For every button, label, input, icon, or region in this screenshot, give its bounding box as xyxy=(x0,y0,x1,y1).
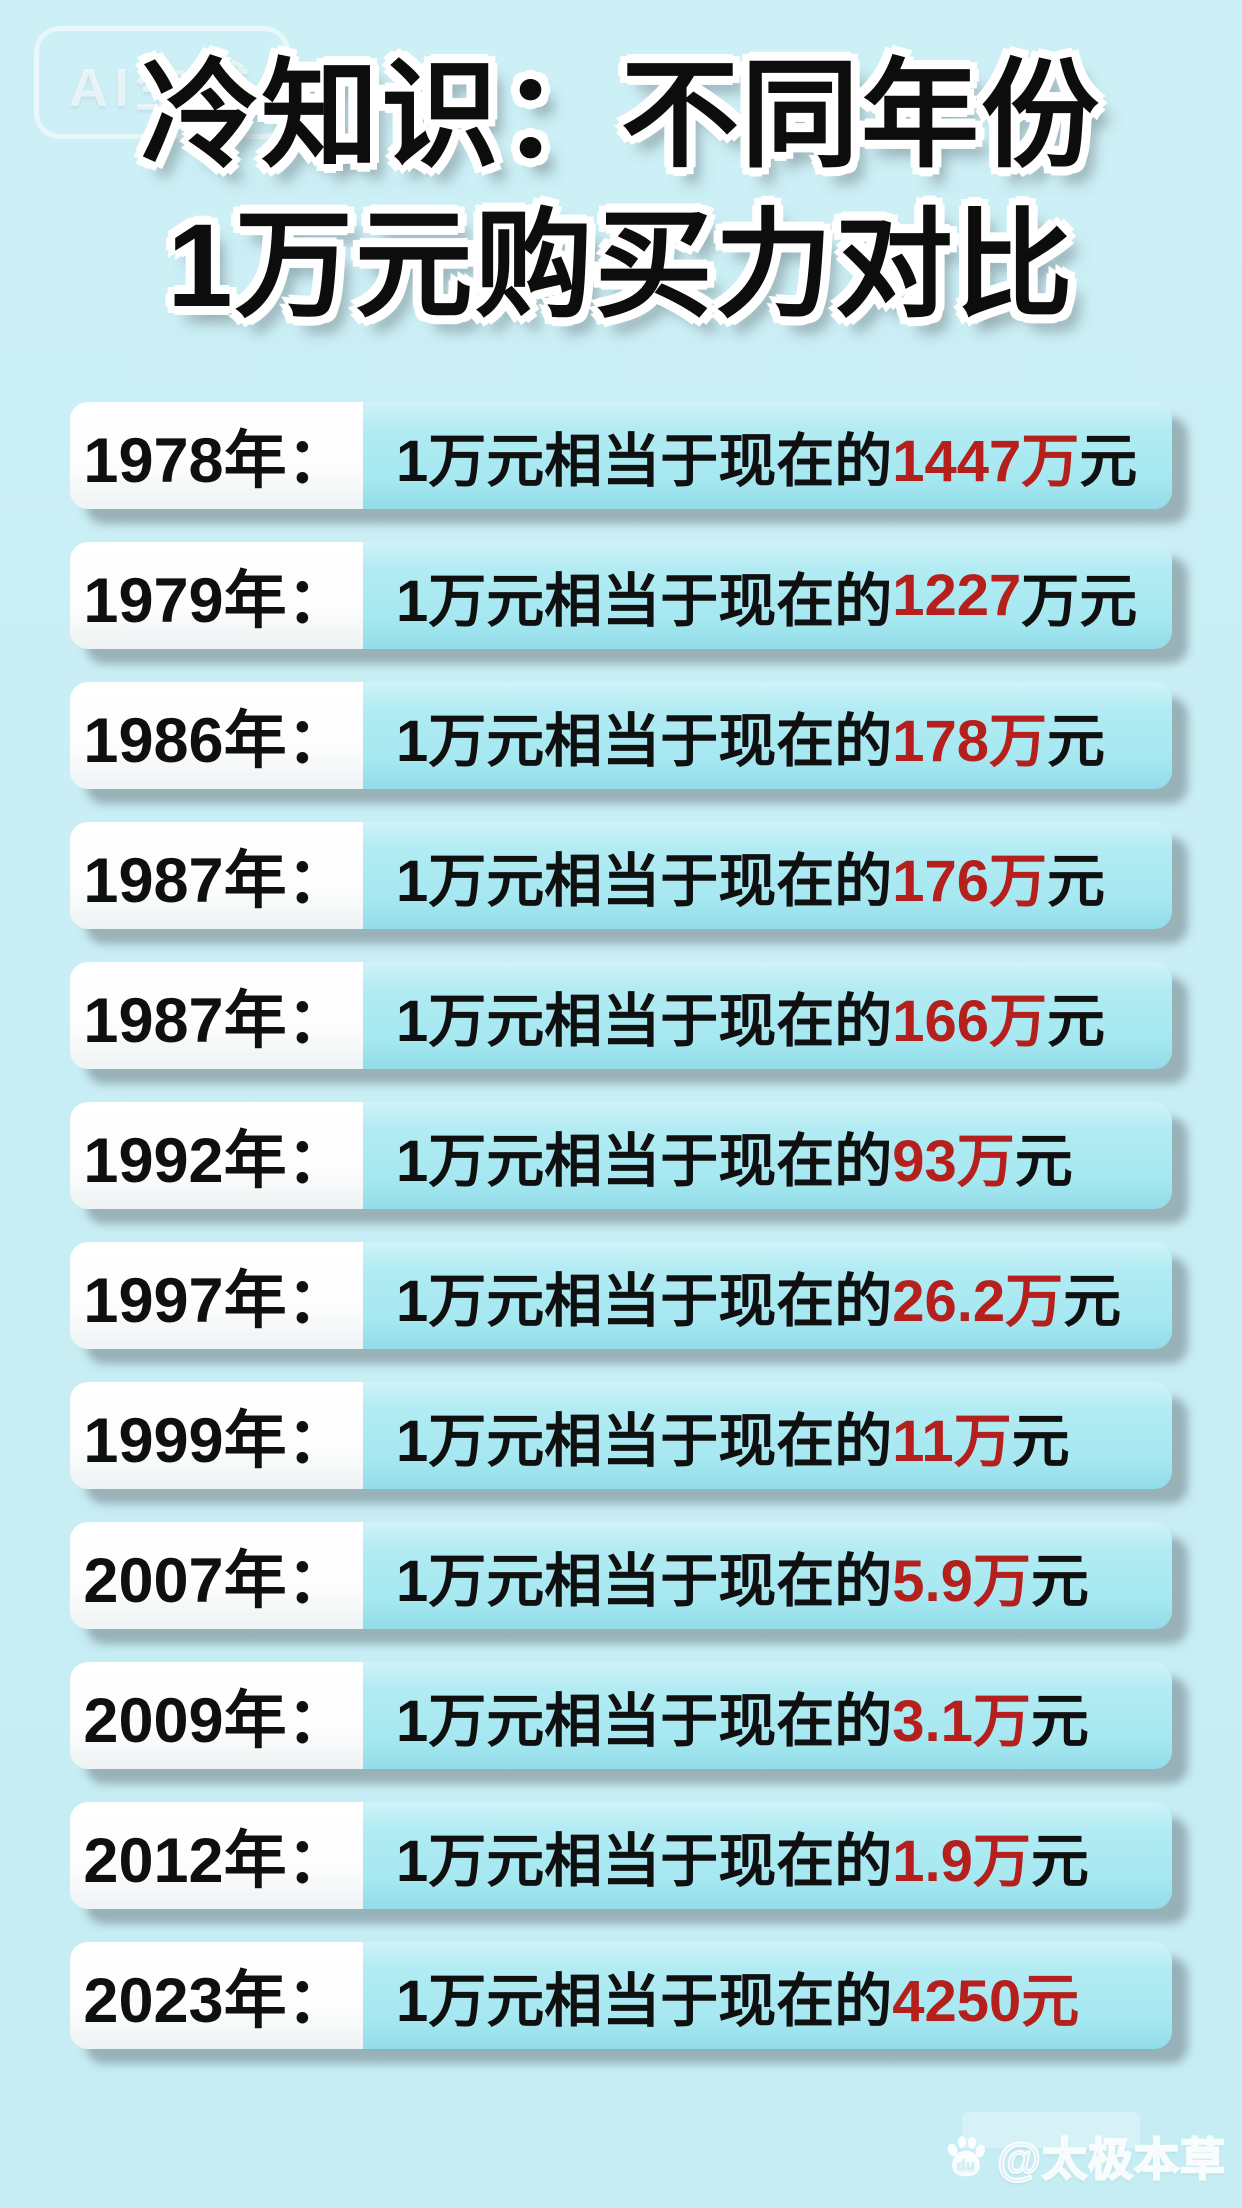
watermark-handle: @太极本草 xyxy=(996,2133,1226,2186)
table-row: 1987年： 1万元相当于现在的 166万元 xyxy=(70,962,1172,1069)
row-prefix-text: 1万元相当于现在的 xyxy=(396,1548,893,1614)
page-title-line2: 1万元购买力对比 xyxy=(167,199,1075,332)
table-row: 1979年： 1万元相当于现在的 1227 万元 xyxy=(70,542,1172,649)
row-year-label: 2007年： xyxy=(83,1546,350,1616)
row-suffix-text: 元 xyxy=(1030,1548,1089,1614)
row-year-cell: 1978年： xyxy=(70,402,363,509)
row-year-label: 1986年： xyxy=(83,706,350,776)
row-year-label: 1992年： xyxy=(83,1126,350,1196)
row-year-label: 2012年： xyxy=(83,1826,350,1896)
row-year-label: 1978年： xyxy=(83,426,350,496)
row-year-cell: 2023年： xyxy=(70,1942,363,2049)
row-suffix-text: 元 xyxy=(1063,1268,1122,1334)
faint-watermark-patch xyxy=(962,2112,1140,2148)
row-value-cell: 1万元相当于现在的 176万元 xyxy=(363,822,1172,929)
table-row: 1999年： 1万元相当于现在的 11万元 xyxy=(70,1382,1172,1489)
row-prefix-text: 1万元相当于现在的 xyxy=(396,848,893,914)
row-prefix-text: 1万元相当于现在的 xyxy=(396,1828,893,1894)
row-value-cell: 1万元相当于现在的 5.9万元 xyxy=(363,1522,1172,1629)
row-suffix-text: 元 xyxy=(1030,1688,1089,1754)
row-value-cell: 1万元相当于现在的 1227 万元 xyxy=(363,542,1172,649)
row-prefix-text: 1万元相当于现在的 xyxy=(396,428,893,494)
row-value-cell: 1万元相当于现在的 26.2万元 xyxy=(363,1242,1172,1349)
row-value-cell: 1万元相当于现在的 1447万元 xyxy=(363,402,1172,509)
svg-text:du: du xyxy=(957,2157,976,2173)
row-suffix-text: 元 xyxy=(1047,848,1106,914)
row-year-label: 1999年： xyxy=(83,1406,350,1476)
row-value-cell: 1万元相当于现在的 93万元 xyxy=(363,1102,1172,1209)
row-highlight-value: 166万 xyxy=(892,988,1048,1054)
row-value-cell: 1万元相当于现在的 178万元 xyxy=(363,682,1172,789)
watermark: du @太极本草 xyxy=(943,2123,1226,2188)
row-highlight-value: 4250元 xyxy=(892,1968,1080,2034)
row-prefix-text: 1万元相当于现在的 xyxy=(396,1408,893,1474)
row-highlight-value: 178万 xyxy=(892,708,1048,774)
row-suffix-text: 元 xyxy=(1011,1408,1070,1474)
row-suffix-text: 元 xyxy=(1030,1828,1089,1894)
table-row: 1978年： 1万元相当于现在的 1447万元 xyxy=(70,402,1172,509)
page-title-line1: 冷知识：不同年份 xyxy=(140,50,1101,182)
row-prefix-text: 1万元相当于现在的 xyxy=(396,568,893,634)
row-prefix-text: 1万元相当于现在的 xyxy=(396,1688,893,1754)
table-row: 2007年： 1万元相当于现在的 5.9万元 xyxy=(70,1522,1172,1629)
row-suffix-text: 元 xyxy=(1047,988,1106,1054)
row-year-cell: 2007年： xyxy=(70,1522,363,1629)
row-year-label: 1987年： xyxy=(83,846,350,916)
row-suffix-text: 万元 xyxy=(1021,568,1138,634)
row-year-cell: 2012年： xyxy=(70,1802,363,1909)
row-prefix-text: 1万元相当于现在的 xyxy=(396,1128,893,1194)
row-year-label: 1997年： xyxy=(83,1266,350,1336)
ai-generated-badge-label: AI生成 xyxy=(69,58,255,118)
row-prefix-text: 1万元相当于现在的 xyxy=(396,988,893,1054)
table-row: 1986年： 1万元相当于现在的 178万元 xyxy=(70,682,1172,789)
row-year-cell: 1992年： xyxy=(70,1102,363,1209)
table-row: 2009年： 1万元相当于现在的 3.1万元 xyxy=(70,1662,1172,1769)
row-year-cell: 1997年： xyxy=(70,1242,363,1349)
row-year-label: 2023年： xyxy=(83,1966,350,2036)
row-year-cell: 1986年： xyxy=(70,682,363,789)
table-row: 1992年： 1万元相当于现在的 93万元 xyxy=(70,1102,1172,1209)
row-highlight-value: 1447万 xyxy=(892,428,1080,494)
row-year-cell: 1979年： xyxy=(70,542,363,649)
row-value-cell: 1万元相当于现在的 1.9万元 xyxy=(363,1802,1172,1909)
row-highlight-value: 176万 xyxy=(892,848,1048,914)
row-highlight-value: 26.2万 xyxy=(892,1268,1064,1334)
row-prefix-text: 1万元相当于现在的 xyxy=(396,1968,893,2034)
ai-generated-badge: AI生成 xyxy=(34,26,290,139)
row-year-cell: 1987年： xyxy=(70,962,363,1069)
row-highlight-value: 11万 xyxy=(892,1408,1012,1474)
row-year-label: 2009年： xyxy=(83,1686,350,1756)
row-value-cell: 1万元相当于现在的 3.1万元 xyxy=(363,1662,1172,1769)
row-highlight-value: 1227 xyxy=(892,563,1022,628)
rows-list: 1978年： 1万元相当于现在的 1447万元 1979年： 1万元相当于现在的 1… xyxy=(70,402,1172,2082)
row-year-cell: 1999年： xyxy=(70,1382,363,1489)
row-suffix-text: 元 xyxy=(1047,708,1106,774)
row-highlight-value: 1.9万 xyxy=(892,1828,1031,1894)
row-year-cell: 2009年： xyxy=(70,1662,363,1769)
table-row: 2012年： 1万元相当于现在的 1.9万元 xyxy=(70,1802,1172,1909)
row-prefix-text: 1万元相当于现在的 xyxy=(396,708,893,774)
row-suffix-text: 元 xyxy=(1014,1128,1073,1194)
row-highlight-value: 5.9万 xyxy=(892,1548,1031,1614)
table-row: 1997年： 1万元相当于现在的 26.2万元 xyxy=(70,1242,1172,1349)
row-year-cell: 1987年： xyxy=(70,822,363,929)
row-value-cell: 1万元相当于现在的 166万元 xyxy=(363,962,1172,1069)
row-prefix-text: 1万元相当于现在的 xyxy=(396,1268,893,1334)
row-highlight-value: 93万 xyxy=(892,1128,1015,1194)
row-value-cell: 1万元相当于现在的 4250元 xyxy=(363,1942,1172,2049)
table-row: 1987年： 1万元相当于现在的 176万元 xyxy=(70,822,1172,929)
table-row: 2023年： 1万元相当于现在的 4250元 xyxy=(70,1942,1172,2049)
row-year-label: 1987年： xyxy=(83,986,350,1056)
row-suffix-text: 元 xyxy=(1079,428,1138,494)
row-value-cell: 1万元相当于现在的 11万元 xyxy=(363,1382,1172,1489)
baidu-paw-icon: du xyxy=(943,2133,989,2179)
row-highlight-value: 3.1万 xyxy=(892,1688,1031,1754)
page-title: 冷知识：不同年份 1万元购买力对比 xyxy=(0,42,1242,342)
row-year-label: 1979年： xyxy=(83,566,350,636)
